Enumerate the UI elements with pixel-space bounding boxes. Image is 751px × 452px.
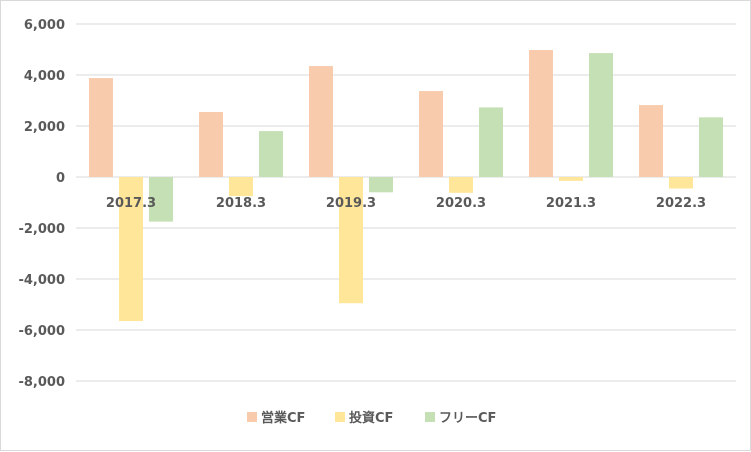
bar-operating-2020.3 [419,91,443,177]
y-tick-label: 2,000 [24,120,65,135]
y-tick-label: 0 [56,171,65,186]
bar-investing-2018.3 [229,177,253,197]
bar-investing-2020.3 [449,177,473,193]
legend: 営業CF 投資CF フリーCF [247,410,496,426]
bar-operating-2021.3 [529,50,553,178]
legend-label: 投資CF [349,410,393,426]
bar-investing-2021.3 [559,177,583,181]
bar-investing-2019.3 [339,177,363,304]
bar-free-2018.3 [259,131,283,177]
gridlines [76,23,736,382]
bar-operating-2019.3 [309,66,333,177]
y-tick-label: -8,000 [18,375,65,390]
x-category-label: 2022.3 [656,196,706,211]
bar-free-2022.3 [699,117,723,177]
bar-operating-2017.3 [89,78,113,177]
bar-operating-2022.3 [639,105,663,177]
y-tick-label: -4,000 [18,273,65,288]
y-tick-label: -2,000 [18,222,65,237]
bar-free-2017.3 [149,177,173,222]
legend-label: 営業CF [261,410,305,426]
x-category-label: 2018.3 [216,196,266,211]
y-axis-tick-labels: 6,000 4,000 2,000 0 -2,000 -4,000 -6,000 -8,000 [18,18,65,390]
bar-free-2019.3 [369,177,393,193]
bar-investing-2022.3 [669,177,693,189]
y-tick-label: -6,000 [18,324,65,339]
legend-swatch [425,412,435,422]
bar-free-2021.3 [589,53,613,177]
x-category-label: 2020.3 [436,196,486,211]
x-category-label: 2019.3 [326,196,376,211]
legend-swatch [335,412,345,422]
bar-investing-2017.3 [119,177,143,322]
y-tick-label: 6,000 [24,18,65,33]
legend-label: フリーCF [439,411,496,426]
x-category-label: 2021.3 [546,196,596,211]
y-tick-label: 4,000 [24,69,65,84]
bars [89,50,723,322]
x-category-label: 2017.3 [106,196,156,211]
bar-operating-2018.3 [199,111,223,177]
legend-swatch [247,412,257,422]
bar-free-2020.3 [479,107,503,177]
x-axis-category-labels: 2017.3 2018.3 2019.3 2020.3 2021.3 2022.3 [106,196,706,211]
